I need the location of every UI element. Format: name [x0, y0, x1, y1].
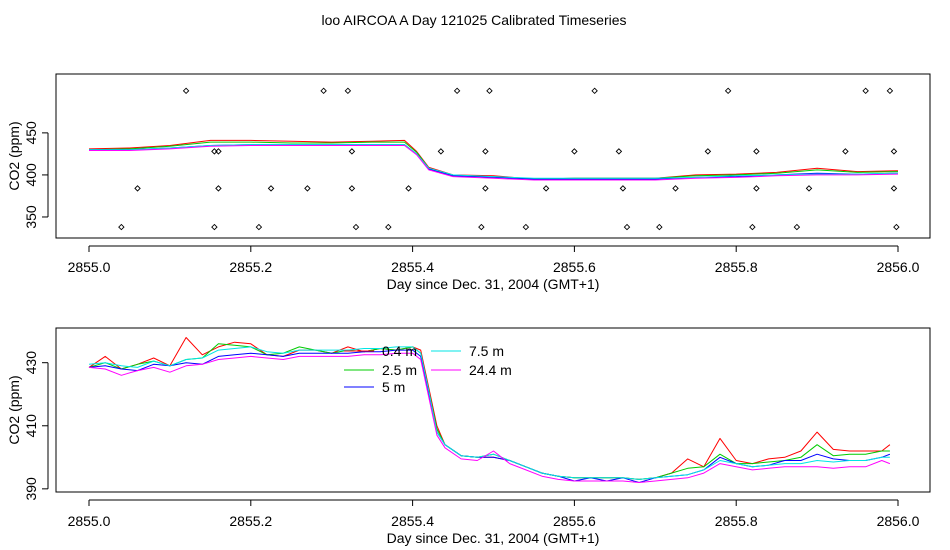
flag-marker: [619, 185, 627, 192]
series-line-24-4-m: [89, 145, 899, 181]
flag-marker: [656, 223, 663, 231]
top-panel: 2855.0 2855.2 2855.4 2855.6 2855.8 2856.0 350…: [6, 73, 931, 292]
bottom-y-axis-label: CO2 (ppm): [6, 375, 22, 444]
flag-marker: [482, 185, 489, 192]
flag-marker: [704, 148, 712, 155]
x-tick-label: 2855.8: [715, 513, 758, 529]
x-tick-label: 2856.0: [877, 259, 920, 275]
x-tick-label: 2855.0: [68, 513, 111, 529]
flag-marker: [344, 87, 352, 95]
series-line-5-m: [89, 144, 899, 180]
flag-marker: [348, 148, 356, 155]
flag-marker: [542, 185, 550, 192]
flag-marker: [890, 185, 898, 192]
legend-label-7-5-m: 7.5 m: [469, 343, 504, 359]
flag-marker: [118, 223, 125, 231]
series-line-7-5-m: [89, 144, 899, 179]
flag-marker: [842, 148, 849, 155]
flag-marker: [805, 185, 813, 192]
flag-marker: [182, 87, 190, 95]
x-tick-label: 2855.4: [391, 513, 434, 529]
series-line-24-4-m: [88, 352, 891, 483]
y-tick-label: 390: [23, 477, 39, 501]
flag-marker: [571, 148, 578, 155]
flag-marker: [267, 185, 275, 192]
series-line-7-5-m: [88, 346, 890, 480]
bottom-x-axis-label: Day since Dec. 31, 2004 (GMT+1): [387, 530, 600, 546]
flag-marker: [437, 148, 445, 155]
y-tick-label: 430: [23, 351, 39, 375]
flag-marker: [890, 148, 898, 155]
top-y-axis-label: CO2 (ppm): [6, 121, 22, 190]
legend-label-24-4-m: 24.4 m: [469, 362, 512, 378]
flag-marker: [753, 185, 760, 192]
top-series-lines: [88, 139, 899, 181]
flag-marker: [478, 223, 485, 231]
series-line-2-5-m: [88, 141, 899, 180]
legend-label-0-4-m: 0.4 m: [382, 343, 417, 359]
bottom-panel: 2855.0 2855.2 2855.4 2855.6 2855.8 2856.0 390…: [6, 327, 931, 546]
top-y-axis: 350 400 450: [23, 121, 49, 229]
y-tick-label: 410: [23, 414, 39, 438]
bottom-y-axis: 390 410 430: [23, 351, 49, 501]
flag-marker: [753, 148, 760, 155]
legend-label-5-m: 5 m: [382, 379, 405, 395]
flag-marker: [215, 185, 222, 192]
x-tick-label: 2855.0: [68, 259, 111, 275]
y-tick-label: 400: [23, 163, 39, 187]
flag-marker: [615, 148, 623, 155]
flag-marker: [591, 87, 598, 95]
x-tick-label: 2855.8: [715, 259, 758, 275]
y-tick-label: 350: [23, 205, 39, 229]
flag-marker: [749, 223, 756, 231]
x-tick-label: 2855.2: [229, 513, 272, 529]
flag-marker: [623, 223, 631, 231]
top-x-axis-label: Day since Dec. 31, 2004 (GMT+1): [387, 276, 600, 292]
flag-marker: [352, 223, 360, 231]
flag-marker: [453, 87, 461, 95]
y-tick-label: 450: [23, 121, 39, 145]
legend-label-2-5-m: 2.5 m: [382, 362, 417, 378]
x-tick-label: 2855.4: [391, 259, 434, 275]
x-tick-label: 2855.2: [229, 259, 272, 275]
flag-marker: [522, 223, 530, 231]
flag-marker: [211, 148, 218, 155]
flag-marker: [211, 223, 218, 231]
flag-marker: [482, 148, 489, 155]
legend: 0.4 m 2.5 m5 m 7.5 m 24.4 m: [344, 343, 512, 395]
x-tick-label: 2855.6: [553, 259, 596, 275]
flag-marker: [893, 223, 900, 231]
flag-marker: [385, 223, 392, 231]
flag-marker: [793, 223, 801, 231]
flag-marker: [255, 223, 263, 231]
bottom-plot-frame: [55, 327, 931, 493]
bottom-x-axis: 2855.0 2855.2 2855.4 2855.6 2855.8 2856.0: [68, 499, 920, 529]
flag-marker: [134, 185, 141, 192]
flag-marker: [886, 87, 894, 95]
flag-marker: [304, 185, 311, 192]
flag-marker: [672, 185, 679, 192]
bottom-series-lines: [88, 337, 891, 483]
flag-marker: [486, 87, 493, 95]
top-flag-markers: [118, 87, 900, 231]
flag-marker: [862, 87, 869, 95]
x-tick-label: 2855.6: [553, 513, 596, 529]
top-x-axis: 2855.0 2855.2 2855.4 2855.6 2855.8 2856.0: [68, 245, 920, 275]
top-plot-frame: [55, 73, 931, 239]
figure-title: loo AIRCOA A Day 121025 Calibrated Times…: [321, 12, 626, 28]
flag-marker: [405, 185, 412, 192]
flag-marker: [320, 87, 327, 95]
x-tick-label: 2856.0: [877, 513, 920, 529]
flag-marker: [724, 87, 732, 95]
flag-marker: [348, 185, 356, 192]
